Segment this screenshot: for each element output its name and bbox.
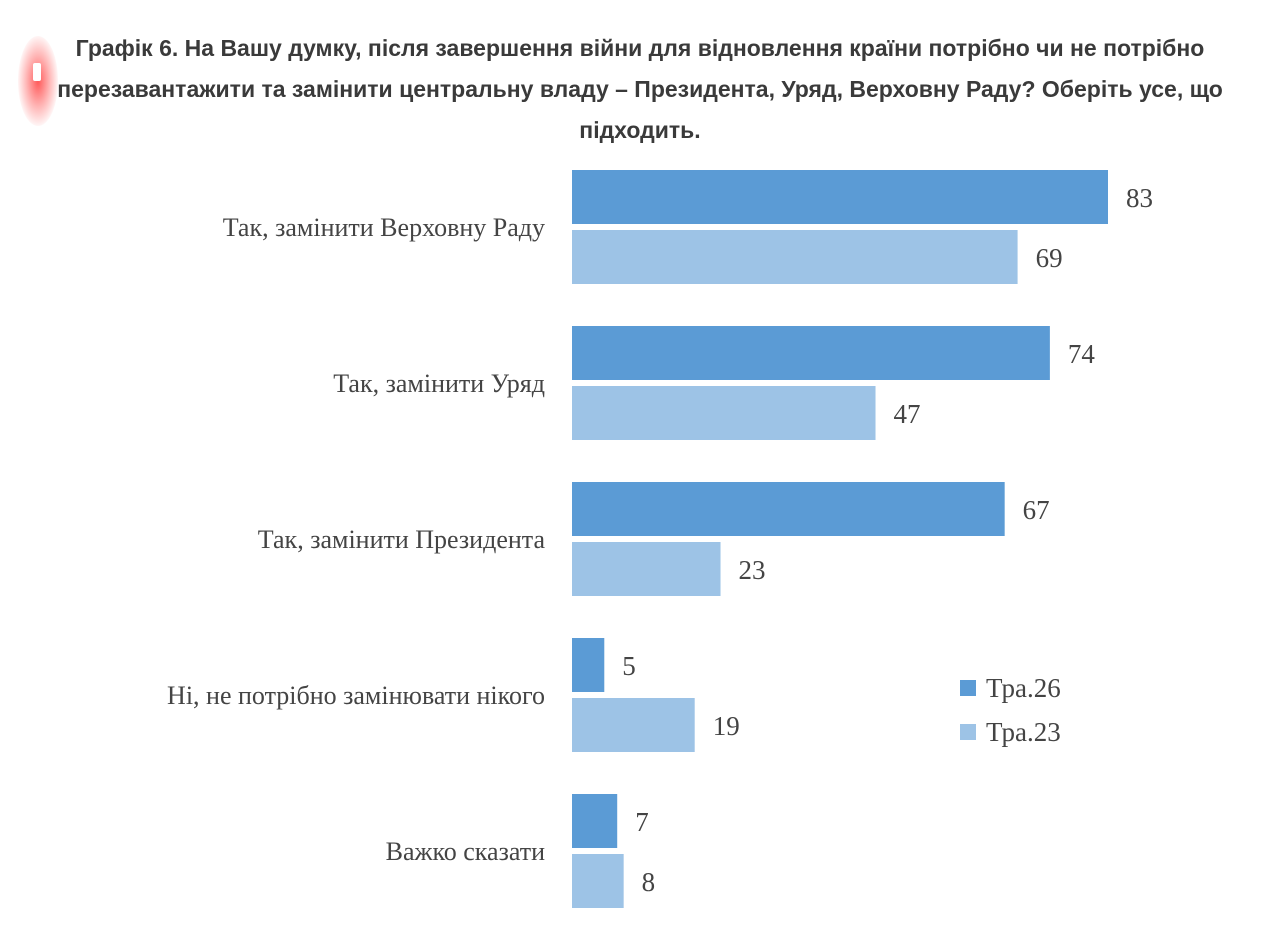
bar-series-1	[572, 794, 618, 848]
bar-series-2	[572, 230, 1018, 284]
value-label: 23	[739, 555, 766, 585]
bar-series-2	[572, 698, 695, 752]
category-label: Важко сказати	[386, 837, 545, 866]
logo-bar-icon	[33, 63, 41, 81]
bar-series-2	[572, 854, 624, 908]
legend-swatch	[960, 724, 976, 740]
value-label: 47	[894, 399, 921, 429]
value-label: 67	[1023, 495, 1050, 525]
chart-title: Графік 6. На Вашу думку, після завершенн…	[57, 35, 1223, 143]
value-labels: 83 69 74 47 67 23 5 19 7 8	[622, 183, 1153, 897]
logo-mark	[18, 36, 58, 126]
value-label: 7	[635, 807, 649, 837]
bar-series-1	[572, 482, 1005, 536]
bar-series-1	[572, 326, 1050, 380]
category-label: Так, замінити Уряд	[333, 369, 545, 398]
value-label: 83	[1126, 183, 1153, 213]
bar-series-2	[572, 386, 876, 440]
value-label: 5	[622, 651, 636, 681]
legend: Тра.26 Тра.23	[960, 673, 1061, 747]
value-label: 19	[713, 711, 740, 741]
category-label: Так, замінити Верховну Раду	[223, 213, 545, 242]
value-label: 69	[1036, 243, 1063, 273]
value-label: 74	[1068, 339, 1096, 369]
bar-series-2	[572, 542, 721, 596]
bar-series-1	[572, 638, 605, 692]
legend-label: Тра.23	[986, 717, 1061, 747]
value-label: 8	[642, 867, 656, 897]
category-labels: Так, замінити Верховну Раду Так, замінити…	[167, 213, 545, 866]
legend-swatch	[960, 680, 976, 696]
category-label: Ні, не потрібно замінювати нікого	[167, 681, 545, 710]
category-label: Так, замінити Президента	[258, 525, 546, 554]
legend-label: Тра.26	[986, 673, 1061, 703]
bar-series-1	[572, 170, 1108, 224]
bars	[572, 170, 1108, 908]
